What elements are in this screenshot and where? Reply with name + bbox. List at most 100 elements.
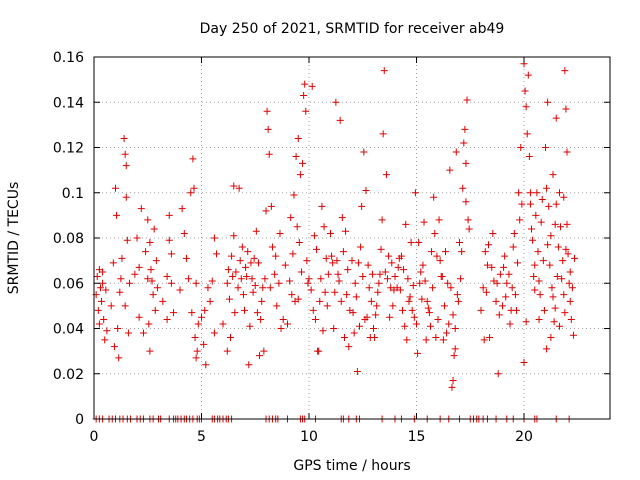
data-point: [533, 189, 541, 197]
data-point: [227, 334, 235, 342]
data-point: [102, 286, 110, 294]
data-point: [234, 284, 242, 292]
data-point: [94, 306, 102, 314]
data-point: [284, 320, 291, 328]
data-point: [250, 254, 258, 262]
data-point: [244, 248, 252, 256]
data-point: [224, 266, 232, 274]
data-point: [293, 223, 301, 231]
data-point: [510, 229, 518, 237]
data-point: [451, 325, 459, 332]
data-point: [332, 98, 340, 106]
data-point: [139, 329, 147, 337]
x-tick-label: 15: [408, 429, 426, 445]
chart-title: Day 250 of 2021, SRMTID for receiver ab4…: [200, 21, 505, 37]
data-point: [536, 291, 544, 299]
data-points: [92, 60, 579, 423]
data-point: [370, 325, 377, 332]
data-point: [328, 252, 336, 260]
data-point: [391, 272, 399, 280]
data-point: [292, 153, 300, 161]
data-point: [243, 272, 251, 280]
data-point: [420, 218, 428, 226]
data-point: [96, 284, 104, 292]
data-point: [200, 340, 208, 348]
data-point: [228, 252, 236, 260]
data-point: [481, 248, 489, 256]
y-tick-label: 0.14: [53, 95, 84, 111]
data-point: [479, 284, 487, 292]
data-point: [353, 367, 361, 375]
data-point: [185, 275, 193, 283]
data-point: [133, 234, 141, 242]
data-point: [555, 189, 563, 197]
data-point: [122, 193, 130, 201]
data-point: [147, 266, 155, 274]
data-point: [408, 306, 416, 314]
data-point: [557, 223, 565, 231]
data-point: [512, 306, 520, 314]
data-point: [313, 245, 321, 253]
data-point: [543, 345, 551, 353]
data-point: [121, 302, 129, 310]
data-point: [458, 248, 466, 256]
data-point: [545, 202, 553, 210]
data-point: [456, 239, 463, 247]
data-point: [116, 288, 124, 296]
data-point: [546, 261, 554, 269]
data-point: [531, 261, 539, 269]
data-point: [372, 311, 380, 319]
data-point: [263, 107, 271, 115]
data-point: [299, 159, 307, 167]
data-point: [192, 354, 200, 362]
data-point: [146, 239, 154, 247]
data-point: [423, 297, 431, 305]
data-point: [539, 257, 547, 265]
data-point: [389, 302, 397, 310]
data-point: [294, 134, 302, 142]
data-point: [462, 198, 470, 206]
data-point: [145, 320, 153, 328]
data-point: [410, 313, 418, 321]
data-point: [259, 284, 267, 292]
x-axis-label: GPS time / hours: [293, 458, 410, 474]
data-point: [264, 125, 272, 133]
data-point: [440, 302, 448, 310]
y-tick-label: 0.16: [53, 50, 84, 66]
data-point: [230, 182, 238, 190]
data-point: [170, 309, 178, 317]
data-point: [465, 225, 473, 233]
data-point: [289, 250, 297, 258]
axis-ticks: 0 0.02 0.04 0.06 0.08 0.1 0.12 0.14 0.16 0 5 10 15 20: [53, 50, 610, 445]
data-point: [452, 148, 460, 156]
data-point: [144, 216, 152, 224]
data-point: [542, 144, 549, 151]
data-point: [279, 315, 287, 323]
data-point: [517, 144, 525, 151]
x-tick-label: 20: [515, 429, 533, 445]
data-point: [342, 227, 350, 235]
data-point: [563, 148, 571, 156]
data-point: [502, 293, 510, 301]
data-point: [287, 214, 295, 222]
data-point: [302, 107, 310, 115]
data-point: [239, 291, 247, 299]
data-point: [358, 202, 366, 210]
data-point: [508, 284, 516, 292]
data-point: [431, 229, 439, 237]
data-point: [535, 277, 543, 285]
data-point: [246, 322, 254, 330]
data-point: [447, 284, 455, 292]
data-point: [430, 193, 438, 201]
data-point: [495, 311, 503, 319]
data-point: [117, 275, 125, 283]
data-point: [425, 309, 433, 317]
data-point: [95, 320, 103, 328]
data-point: [327, 229, 334, 237]
data-point: [503, 279, 511, 287]
data-point: [359, 272, 367, 280]
data-point: [262, 207, 270, 215]
data-point: [442, 248, 450, 256]
data-point: [301, 80, 309, 88]
data-point: [122, 162, 130, 170]
